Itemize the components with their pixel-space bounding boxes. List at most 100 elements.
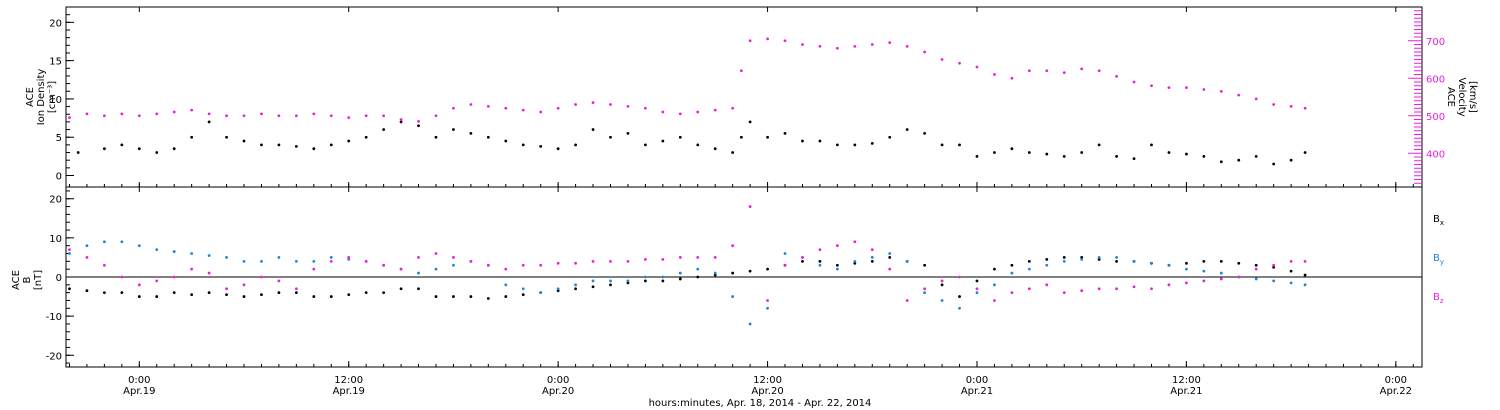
bz-point: [993, 299, 996, 302]
bx-point: [364, 291, 368, 295]
by-point: [1115, 256, 1118, 259]
density-point: [242, 139, 246, 143]
density-point: [417, 124, 420, 128]
density-point: [940, 143, 944, 147]
top-panel: 0 5 10 15 20 400 500 600 700 ACE Ion Density [c…: [25, 6, 1478, 188]
bz-point: [853, 240, 857, 244]
by-point: [1010, 271, 1014, 275]
bz-point: [172, 275, 176, 279]
bz-point: [399, 267, 403, 271]
by-point: [993, 283, 996, 287]
bz-point: [1027, 287, 1031, 291]
top-left-label-line2: Ion Density: [36, 69, 47, 126]
bx-point: [870, 259, 874, 263]
density-point: [888, 135, 892, 139]
bx-point: [923, 263, 927, 267]
bz-point: [1167, 283, 1171, 287]
by-point: [85, 244, 89, 248]
by-point: [155, 248, 159, 252]
bx-point: [835, 263, 839, 267]
density-point: [155, 151, 159, 154]
velocity-point: [801, 43, 804, 46]
bx-point: [225, 293, 228, 297]
velocity-point: [678, 112, 682, 116]
velocity-point: [993, 73, 996, 76]
legend-label-z: Bz: [1433, 292, 1444, 305]
density-point: [801, 139, 804, 143]
bx-point: [120, 291, 124, 295]
by-point: [870, 256, 874, 259]
density-point: [329, 143, 333, 147]
density-point: [469, 131, 473, 135]
density-point: [190, 135, 194, 139]
bz-point: [923, 287, 927, 291]
velocity-point: [504, 106, 508, 110]
density-point: [347, 139, 351, 143]
bx-point: [1115, 259, 1118, 263]
bx-point: [1080, 256, 1084, 259]
velocity-point: [312, 112, 316, 116]
by-point: [678, 271, 682, 275]
by-point: [434, 267, 438, 271]
bz-point: [1185, 281, 1188, 285]
by-point: [888, 252, 892, 255]
bottom-y-tick-label: 20: [49, 195, 62, 206]
density-point: [76, 151, 80, 154]
bx-point: [1289, 269, 1293, 273]
velocity-point: [225, 114, 228, 118]
bx-point: [643, 279, 647, 283]
by-point: [1185, 267, 1188, 271]
bz-point: [1115, 287, 1118, 291]
by-point: [626, 279, 630, 283]
bz-point: [801, 256, 804, 259]
bx-point: [1097, 257, 1101, 261]
bottom-y-tick-label: 0: [56, 273, 62, 284]
x-tick-date-label: Apr.20: [751, 386, 783, 397]
density-point: [905, 128, 909, 131]
bz-point: [556, 261, 560, 265]
by-point: [958, 306, 961, 310]
by-point: [556, 287, 560, 291]
velocity-point: [748, 39, 752, 43]
bz-point: [1132, 285, 1136, 289]
top-y-tick-label: 15: [49, 57, 62, 68]
velocity-point: [1115, 74, 1118, 78]
by-point: [591, 279, 595, 283]
velocity-point: [207, 112, 211, 116]
top-right-label-line1: ACE: [1445, 87, 1456, 107]
bz-point: [574, 261, 577, 265]
density-point: [486, 135, 490, 139]
by-point: [713, 271, 717, 275]
by-point: [225, 256, 228, 259]
velocity-point: [102, 114, 106, 118]
by-point: [137, 244, 141, 248]
density-point: [277, 143, 281, 147]
x-tick-time-label: 12:00: [1172, 375, 1201, 386]
density-point: [1045, 152, 1049, 156]
x-tick-date-label: Apr.20: [542, 386, 574, 397]
velocity-point: [1097, 69, 1101, 73]
velocity-point: [1010, 76, 1014, 80]
density-point: [1115, 154, 1118, 158]
velocity-point: [835, 46, 839, 50]
top-y2-tick-label: 700: [1426, 37, 1445, 48]
velocity-point: [1289, 104, 1293, 108]
density-point: [364, 135, 368, 139]
bz-point: [102, 263, 106, 267]
velocity-point: [1219, 89, 1223, 93]
bx-point: [85, 289, 89, 293]
velocity-point: [766, 37, 769, 41]
bz-point: [609, 259, 612, 263]
density-point: [731, 151, 735, 154]
bz-point: [225, 287, 228, 291]
bz-point: [835, 244, 839, 248]
by-point: [1062, 259, 1066, 263]
bx-point: [748, 269, 752, 273]
velocity-point: [1202, 88, 1206, 91]
bx-point: [975, 279, 979, 283]
bz-point: [382, 263, 386, 267]
density-point: [574, 143, 577, 147]
bx-point: [452, 295, 455, 298]
density-point: [102, 147, 106, 151]
bz-point: [260, 275, 263, 279]
